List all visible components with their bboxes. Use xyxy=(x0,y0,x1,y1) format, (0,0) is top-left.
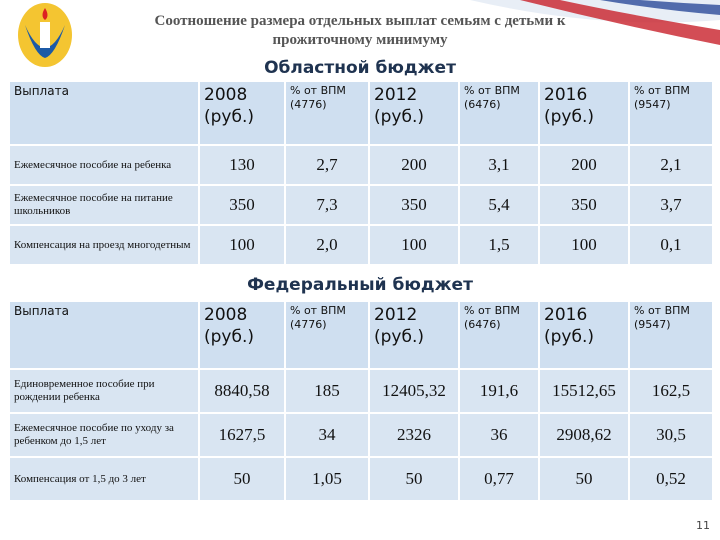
column-header: % от ВПМ (6476) xyxy=(458,300,540,370)
cell: 0,77 xyxy=(458,456,540,502)
page-number: 11 xyxy=(696,519,710,532)
column-header: % от ВПМ (4776) xyxy=(284,300,370,370)
row: Компенсация на проезд многодетным 100 2,0 1… xyxy=(8,224,714,266)
row-label: Ежемесячное пособие на ребенка xyxy=(8,144,200,186)
cell: 3,1 xyxy=(458,144,540,186)
column-header: 2016 (руб.) xyxy=(538,300,630,370)
cell: 2908,62 xyxy=(538,412,630,458)
cell: 50 xyxy=(538,456,630,502)
cell: 350 xyxy=(538,184,630,226)
column-header: 2008 (руб.) xyxy=(198,80,286,146)
cell: 15512,65 xyxy=(538,368,630,414)
cell: 100 xyxy=(538,224,630,266)
row-label: Единовременное пособие при рождении ребе… xyxy=(8,368,200,414)
row-label: Ежемесячное пособие по уходу за ребенком… xyxy=(8,412,200,458)
row: Ежемесячное пособие на ребенка 130 2,7 200 3… xyxy=(8,144,714,186)
cell: 5,4 xyxy=(458,184,540,226)
cell: 1,05 xyxy=(284,456,370,502)
section-title: Федеральный бюджет xyxy=(247,275,473,295)
cell: 50 xyxy=(198,456,286,502)
cell: 191,6 xyxy=(458,368,540,414)
column-header: % от ВПМ (9547) xyxy=(628,80,714,146)
cell: 36 xyxy=(458,412,540,458)
row-label: Компенсация на проезд многодетным xyxy=(8,224,200,266)
cell: 8840,58 xyxy=(198,368,286,414)
cell: 30,5 xyxy=(628,412,714,458)
table: Выплата 2008 (руб.)% от ВПМ (4776) 2012 (р… xyxy=(8,80,714,266)
cell: 350 xyxy=(368,184,460,226)
column-header: Выплата xyxy=(8,300,200,370)
swoosh-red xyxy=(520,0,720,45)
row-label: Ежемесячное пособие на питание школьнико… xyxy=(8,184,200,226)
column-header: 2008 (руб.) xyxy=(198,300,286,370)
header-row: Выплата 2008 (руб.)% от ВПМ (4776) 2012 (р… xyxy=(8,300,714,370)
cell: 0,52 xyxy=(628,456,714,502)
section-title: Областной бюджет xyxy=(264,58,456,78)
column-header: % от ВПМ (4776) xyxy=(284,80,370,146)
cell: 100 xyxy=(198,224,286,266)
column-header: 2012 (руб.) xyxy=(368,300,460,370)
row-label: Компенсация от 1,5 до 3 лет xyxy=(8,456,200,502)
cell: 7,3 xyxy=(284,184,370,226)
cell: 2,1 xyxy=(628,144,714,186)
row: Ежемесячное пособие на питание школьнико… xyxy=(8,184,714,226)
header-row: Выплата 2008 (руб.)% от ВПМ (4776) 2012 (р… xyxy=(8,80,714,146)
column-header: 2016 (руб.) xyxy=(538,80,630,146)
decoration xyxy=(18,0,720,67)
column-header: % от ВПМ (9547) xyxy=(628,300,714,370)
cell: 1627,5 xyxy=(198,412,286,458)
cell: 0,1 xyxy=(628,224,714,266)
cell: 2,0 xyxy=(284,224,370,266)
cell: 2326 xyxy=(368,412,460,458)
column-header: 2012 (руб.) xyxy=(368,80,460,146)
cell: 200 xyxy=(368,144,460,186)
row: Компенсация от 1,5 до 3 лет 50 1,05 50 0,77 5… xyxy=(8,456,714,502)
swoosh-blue xyxy=(600,0,720,15)
cell: 2,7 xyxy=(284,144,370,186)
table: Выплата 2008 (руб.)% от ВПМ (4776) 2012 (р… xyxy=(8,300,714,502)
column-header: Выплата xyxy=(8,80,200,146)
cell: 350 xyxy=(198,184,286,226)
cell: 100 xyxy=(368,224,460,266)
cell: 200 xyxy=(538,144,630,186)
cell: 185 xyxy=(284,368,370,414)
cell: 12405,32 xyxy=(368,368,460,414)
cell: 50 xyxy=(368,456,460,502)
cell: 3,7 xyxy=(628,184,714,226)
cell: 162,5 xyxy=(628,368,714,414)
column-header: % от ВПМ (6476) xyxy=(458,80,540,146)
row: Единовременное пособие при рождении ребе… xyxy=(8,368,714,414)
row: Ежемесячное пособие по уходу за ребенком… xyxy=(8,412,714,458)
cell: 34 xyxy=(284,412,370,458)
title: Соотношение размера отдельных выплат сем… xyxy=(154,13,566,48)
cell: 130 xyxy=(198,144,286,186)
logo xyxy=(18,3,72,67)
cell: 1,5 xyxy=(458,224,540,266)
